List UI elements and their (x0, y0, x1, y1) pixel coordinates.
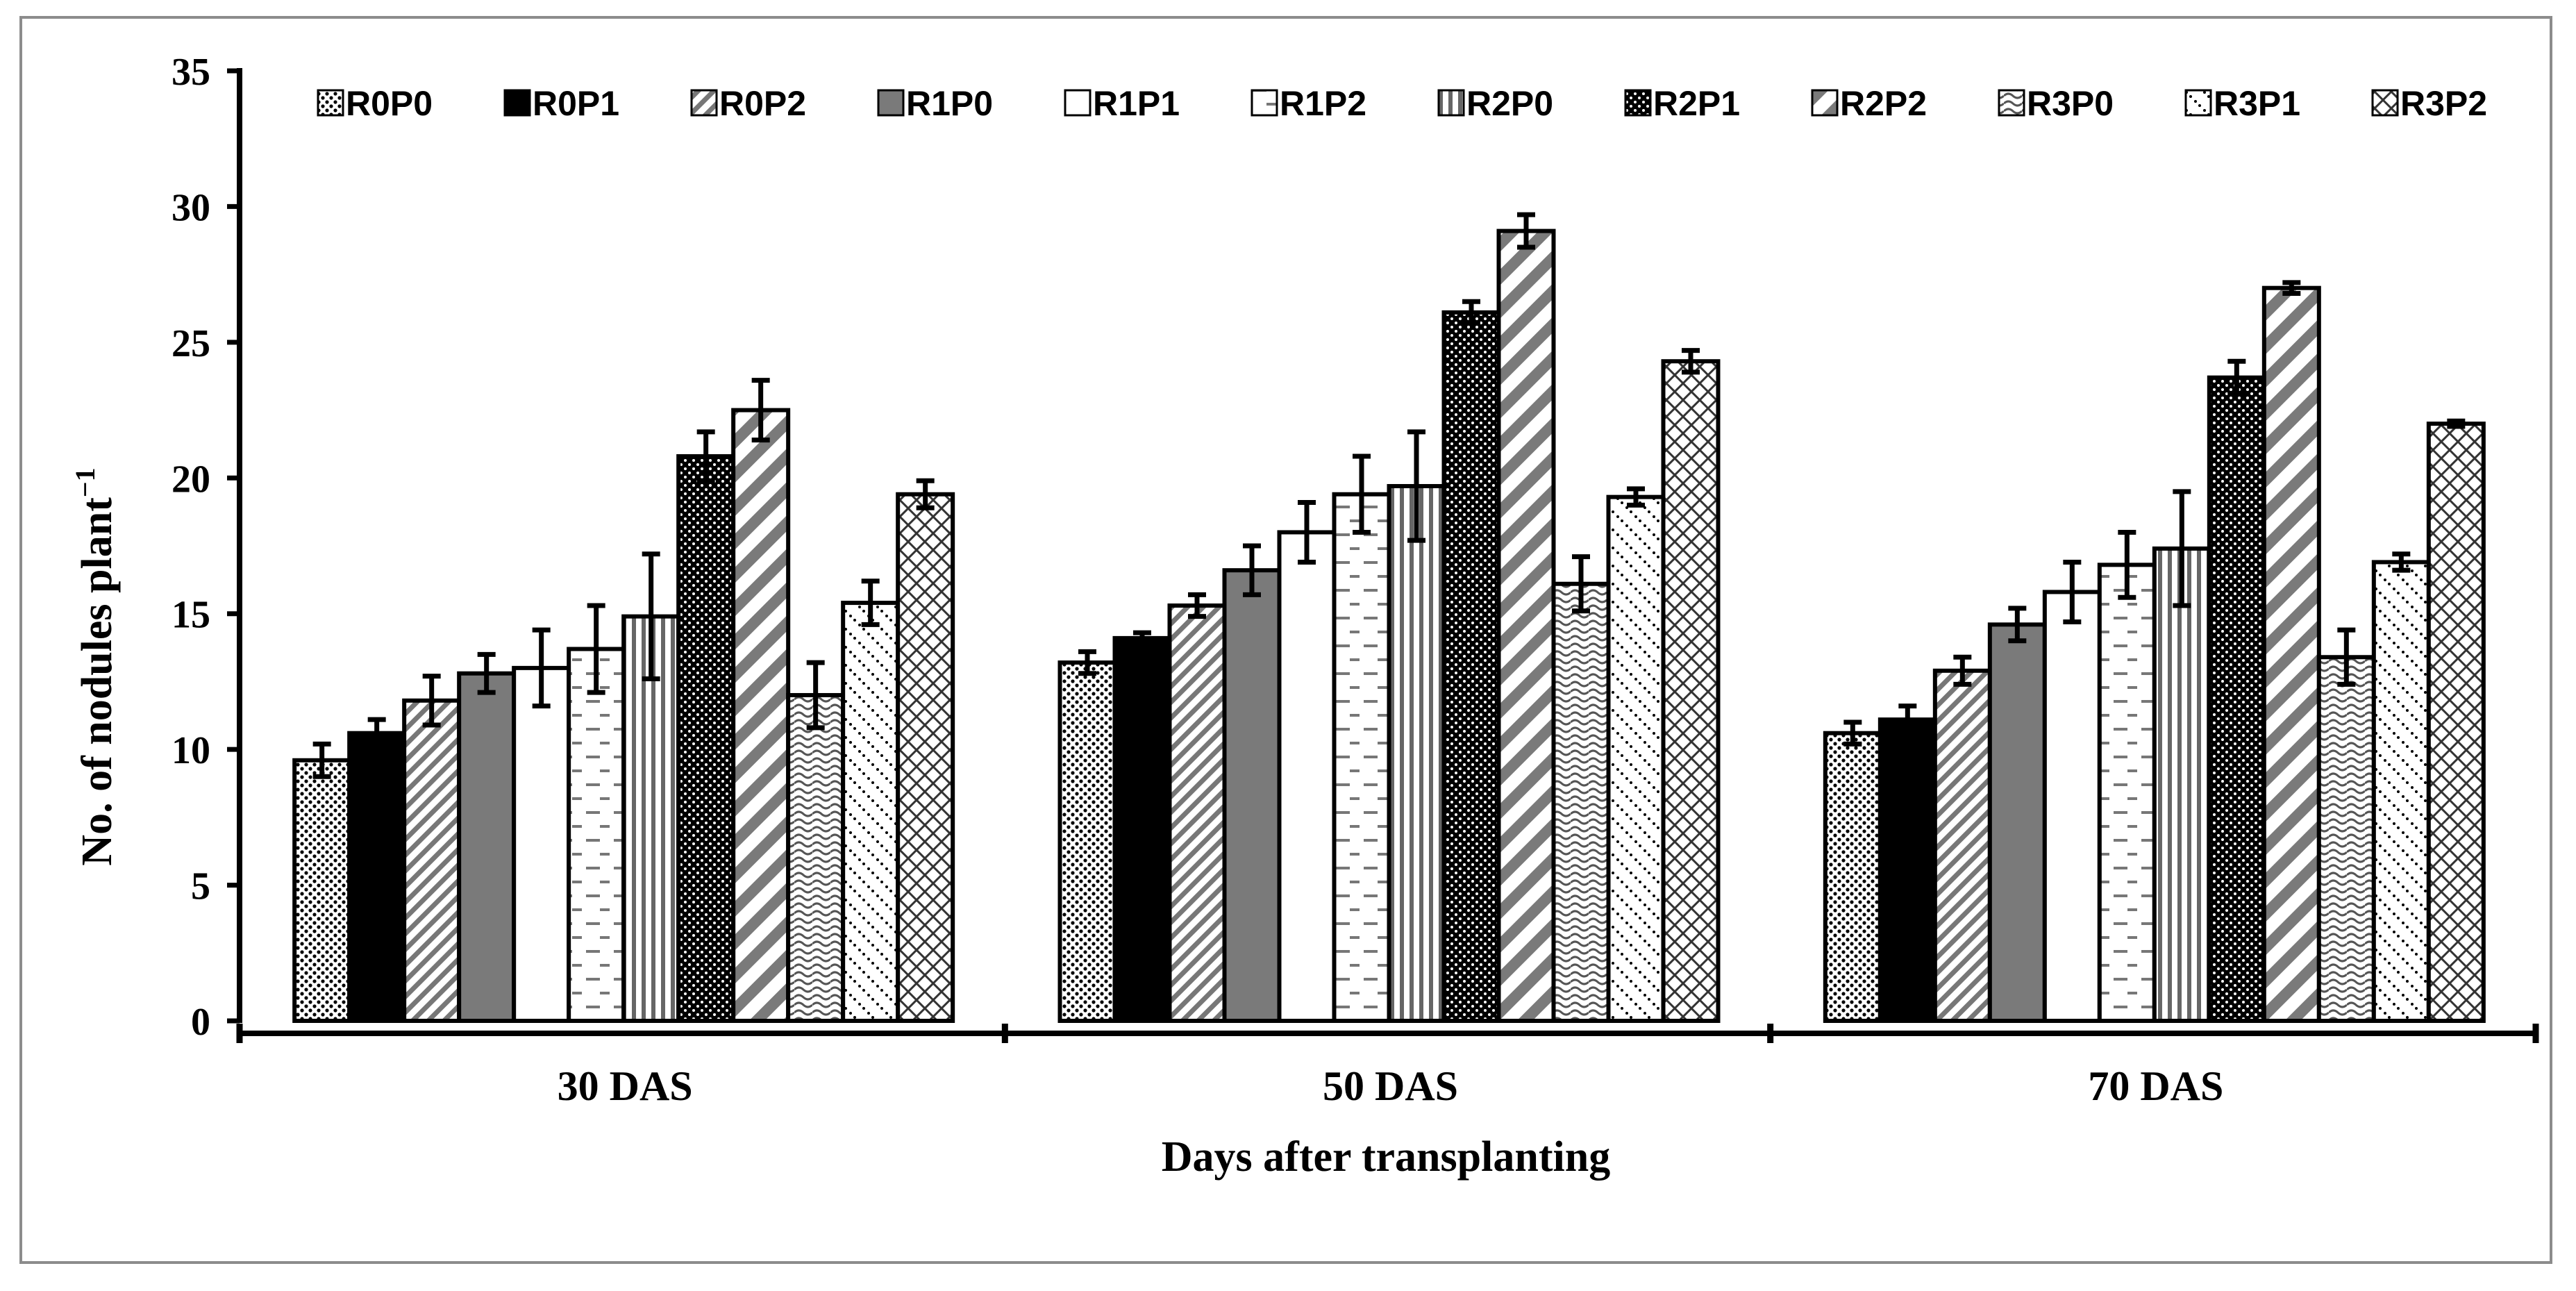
y-tick-label: 25 (172, 322, 210, 365)
legend-label: R3P2 (2400, 84, 2487, 123)
bar-r2p0 (2152, 546, 2211, 1023)
legend-item: R2P2 (1811, 84, 1927, 123)
legend-label: R1P2 (1280, 84, 1366, 123)
legend: R0P0 R0P1 R0P2 R1P0 R1P1 R1P2 R2P0 R2P1 R2P2 R3P0… (317, 84, 2487, 123)
x-category-label: 50 DAS (1323, 1063, 1458, 1109)
bar-r0p1 (1877, 717, 1937, 1023)
bar-r2p2 (731, 408, 791, 1023)
legend-item: R0P2 (690, 84, 806, 123)
y-axis-title-superscript: −1 (69, 467, 101, 497)
bar-r1p2 (567, 647, 626, 1023)
legend-item: R2P0 (1437, 84, 1553, 123)
legend-label: R0P0 (346, 84, 433, 123)
bar-r1p1 (512, 665, 571, 1024)
legend-item: R1P0 (877, 84, 993, 123)
legend-item: R1P1 (1064, 84, 1180, 123)
bar-r3p1 (2371, 560, 2431, 1023)
bar-r3p0 (2316, 655, 2376, 1023)
y-tick-label: 5 (191, 865, 210, 908)
legend-swatch (690, 89, 718, 117)
bar-group (1823, 280, 2486, 1024)
legend-swatch (1064, 89, 1092, 117)
x-category-label: 30 DAS (558, 1063, 693, 1109)
legend-label: R1P1 (1093, 84, 1180, 123)
bar-r2p0 (1387, 484, 1446, 1023)
bar-r2p2 (2261, 285, 2321, 1024)
bar-r0p0 (1823, 731, 1882, 1023)
legend-label: R1P0 (906, 84, 993, 123)
legend-item: R0P1 (503, 84, 619, 123)
legend-swatch (1998, 89, 2025, 117)
bar-r3p2 (2426, 422, 2486, 1023)
bar-r2p0 (621, 614, 681, 1023)
y-tick-label: 0 (191, 1001, 210, 1044)
bar-r1p1 (1277, 530, 1337, 1023)
bar-r0p0 (292, 758, 352, 1023)
y-tick-label: 20 (172, 458, 210, 501)
legend-swatch (1251, 89, 1278, 117)
legend-label: R0P2 (719, 84, 806, 123)
y-tick-label: 15 (172, 594, 210, 637)
y-axis-ticks: 0 5 10 15 20 25 30 35 (172, 51, 240, 1044)
legend-item: R2P1 (1624, 84, 1740, 123)
x-axis-title: Days after transplanting (1162, 1133, 1610, 1181)
legend-label: R2P1 (1653, 84, 1740, 123)
bar-r0p1 (347, 731, 407, 1023)
bar-r0p0 (1057, 660, 1117, 1023)
legend-item: R3P2 (2371, 84, 2487, 123)
y-tick-label: 30 (172, 186, 210, 229)
legend-swatch (2184, 89, 2212, 117)
bar-r3p1 (1606, 494, 1666, 1023)
legend-label: R3P1 (2214, 84, 2300, 123)
legend-item: R3P0 (1998, 84, 2114, 123)
bar-r1p2 (1332, 492, 1391, 1023)
axes (236, 68, 2539, 1043)
y-axis-title-text: No. of nodules plant (74, 497, 121, 866)
x-axis-category-labels: 30 DAS 50 DAS 70 DAS (558, 1063, 2224, 1109)
legend-label: R2P2 (1840, 84, 1927, 123)
legend-label: R0P1 (533, 84, 619, 123)
y-tick-label: 35 (172, 51, 210, 94)
legend-swatch (317, 89, 344, 117)
legend-swatch (877, 89, 905, 117)
bar-r0p2 (1167, 603, 1227, 1023)
bar-r0p2 (1932, 668, 1992, 1024)
bar-r1p1 (2042, 590, 2102, 1023)
bar-r2p1 (2207, 375, 2266, 1023)
bar-r2p1 (1441, 310, 1501, 1023)
x-category-label: 70 DAS (2088, 1063, 2223, 1109)
bar-r2p2 (1496, 228, 1556, 1023)
bar-r3p2 (896, 492, 955, 1023)
legend-swatch (1624, 89, 1652, 117)
legend-swatch (1437, 89, 1465, 117)
y-axis-title: No. of nodules plant−1 (69, 467, 121, 865)
bar-groups (292, 212, 2486, 1024)
legend-swatch (1811, 89, 1839, 117)
bar-r2p1 (676, 454, 736, 1023)
legend-label: R3P0 (2027, 84, 2114, 123)
bar-r0p2 (402, 698, 462, 1023)
legend-label: R2P0 (1466, 84, 1553, 123)
bar-r3p1 (841, 601, 901, 1023)
legend-swatch (2371, 89, 2399, 117)
bar-group (1057, 212, 1721, 1023)
y-tick-label: 10 (172, 729, 210, 772)
bar-r0p1 (1112, 635, 1172, 1023)
bar-r1p2 (2097, 563, 2157, 1023)
legend-item: R3P1 (2184, 84, 2300, 123)
legend-item: R1P2 (1251, 84, 1366, 123)
bar-r1p0 (457, 671, 517, 1024)
bar-group (292, 378, 955, 1024)
legend-swatch (503, 89, 531, 117)
bar-r3p0 (786, 692, 846, 1023)
bar-r1p0 (1987, 622, 2047, 1023)
bar-r3p2 (1661, 359, 1721, 1023)
bar-r3p0 (1551, 581, 1611, 1023)
bar-r1p0 (1222, 568, 1282, 1023)
legend-item: R0P0 (317, 84, 433, 123)
